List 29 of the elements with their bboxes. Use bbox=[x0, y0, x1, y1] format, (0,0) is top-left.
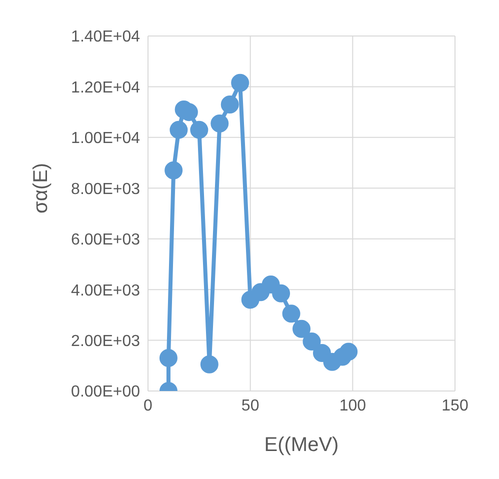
point bbox=[340, 342, 358, 361]
point bbox=[220, 95, 239, 114]
y-tick-label: 1.40E+04 bbox=[71, 28, 140, 46]
x-tick-label: 100 bbox=[339, 397, 366, 414]
point bbox=[170, 120, 188, 139]
point bbox=[292, 320, 310, 338]
x-axis-title: E((MeV) bbox=[264, 434, 339, 456]
y-tick-label: 1.00E+04 bbox=[71, 130, 140, 148]
point bbox=[159, 349, 178, 368]
x-tick-label: 0 bbox=[144, 397, 153, 414]
point bbox=[312, 344, 331, 362]
x-tick-label: 150 bbox=[442, 397, 468, 414]
point bbox=[200, 355, 218, 374]
point bbox=[190, 120, 208, 139]
point bbox=[282, 304, 300, 323]
point bbox=[210, 114, 229, 132]
y-tick-label: 8.00E+03 bbox=[71, 180, 140, 198]
y-axis-title: σα(E) bbox=[30, 162, 52, 214]
point bbox=[231, 74, 250, 92]
point bbox=[262, 276, 280, 294]
point bbox=[164, 161, 183, 180]
y-tick-label: 0.00E+00 bbox=[71, 384, 140, 401]
y-tick-label: 2.00E+03 bbox=[71, 332, 140, 350]
point bbox=[272, 284, 290, 302]
y-tick-label: 6.00E+03 bbox=[71, 232, 140, 249]
point bbox=[302, 332, 321, 351]
y-tick-label: 1.20E+04 bbox=[71, 79, 140, 96]
y-tick-label: 4.00E+03 bbox=[71, 282, 140, 300]
x-tick-label: 50 bbox=[241, 397, 260, 414]
